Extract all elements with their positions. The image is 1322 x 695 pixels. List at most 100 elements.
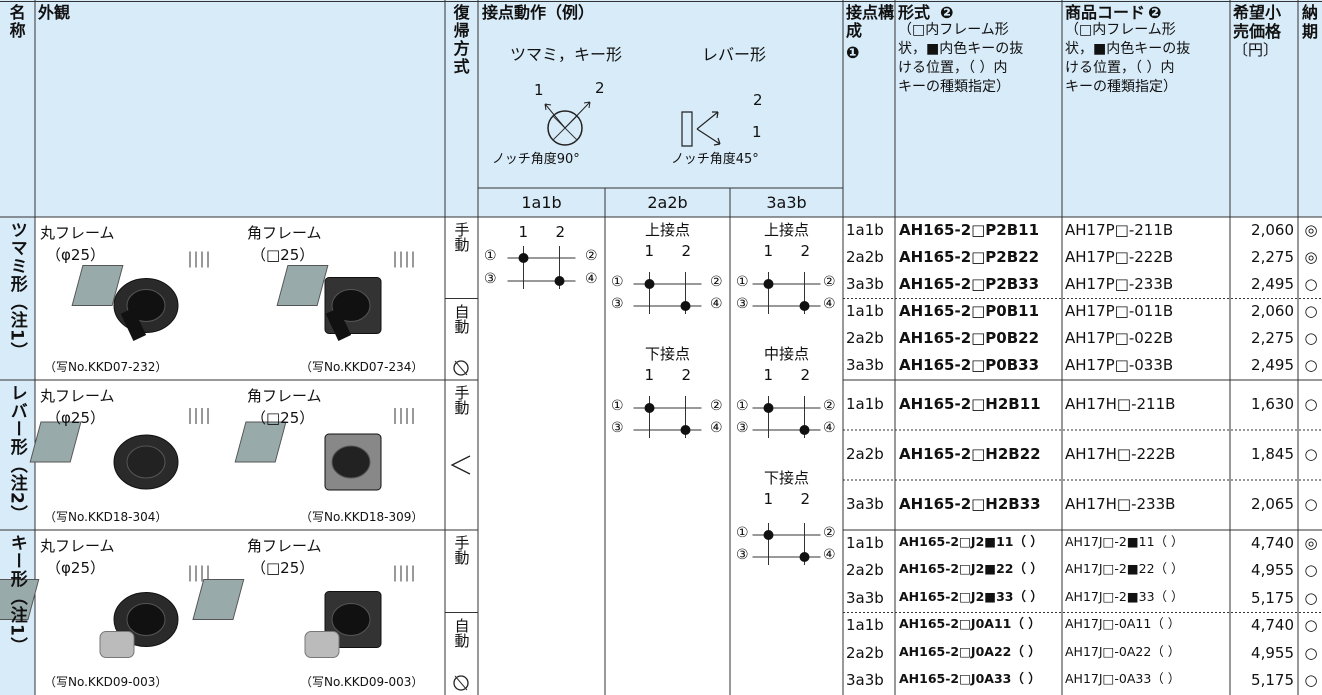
code-note: キーの種類指定）: [1065, 79, 1177, 95]
frame-label: 角フレーム: [247, 224, 322, 242]
contact-config: 2a2b: [846, 445, 884, 463]
contact-dot: [763, 403, 774, 413]
product-code: AH17J□-0A11（ ）: [1065, 616, 1181, 632]
model: AH165-2□H2B11: [899, 395, 1041, 413]
contact-dot: [644, 403, 655, 413]
delivery: ○: [1304, 395, 1318, 413]
return-label: 自動: [452, 617, 471, 648]
pole-label: 2: [681, 242, 692, 260]
price: 4,740: [1251, 616, 1294, 635]
model-note: ける位置，（ ）内: [898, 60, 1008, 76]
switch-face: [126, 445, 166, 479]
header-delivery: 期: [1302, 22, 1319, 41]
model: AH165-2□J0A22（ ）: [899, 643, 1041, 659]
auto-return-icon: [453, 675, 469, 691]
model-note: キーの種類指定）: [898, 79, 1010, 95]
terminal: ②: [585, 248, 598, 264]
contact-dot: [680, 301, 691, 311]
return-label: 自動: [452, 303, 471, 334]
code-note: 状，■内色キーの抜: [1065, 41, 1191, 57]
delivery: ○: [1304, 616, 1318, 635]
contact-dot: [799, 425, 810, 435]
price: 4,955: [1251, 643, 1294, 662]
contact-title: 中接点: [763, 345, 809, 363]
frame-size: （φ25）: [46, 246, 105, 264]
model: AH165-2□P2B11: [899, 220, 1040, 239]
contact-title: 上接点: [763, 221, 809, 239]
product-name: ツマミ形（注1）: [6, 221, 27, 360]
header-price: 売価格: [1233, 22, 1282, 41]
header-appearance: 外観: [38, 3, 71, 22]
photo-caption: （写No.KKD09-003）: [300, 675, 424, 689]
contact-config: 2a2b: [846, 561, 884, 580]
price: 4,740: [1251, 533, 1294, 552]
model: AH165-2□P2B22: [899, 247, 1040, 266]
switch-body: [192, 579, 245, 620]
terminal: ③: [736, 296, 749, 312]
delivery: ○: [1304, 356, 1318, 375]
product-code: AH17J□-0A33（ ）: [1065, 671, 1181, 687]
terminal: ③: [611, 420, 624, 436]
model: AH165-2□P0B11: [899, 302, 1040, 321]
contact-title: 上接点: [644, 221, 690, 239]
photo-caption: （写No.KKD09-003）: [44, 675, 168, 689]
delivery: ○: [1304, 445, 1318, 463]
product-code: AH17P□-222B: [1065, 247, 1174, 266]
ref-badge: ❷: [940, 3, 954, 22]
model: AH165-2□P0B33: [899, 356, 1040, 375]
delivery: ◎: [1304, 220, 1318, 239]
delivery: ○: [1304, 671, 1318, 690]
switch-body: [0, 579, 40, 620]
contact-dot: [518, 253, 529, 263]
delivery: ◎: [1304, 247, 1318, 266]
product-code: AH17H□-211B: [1065, 395, 1176, 413]
header-price: 〔円〕: [1233, 41, 1279, 59]
delivery: ○: [1304, 495, 1318, 513]
header-config: 接点構成: [846, 3, 895, 40]
contact-dot: [644, 279, 655, 289]
action-column-label: 3a3b: [766, 193, 807, 212]
header-return: 復帰方式: [450, 4, 470, 76]
photo-caption: （写No.KKD18-304）: [44, 510, 168, 524]
contact-config: 1a1b: [846, 220, 884, 239]
product-name: キー形（注1）: [6, 534, 27, 655]
model: AH165-2□H2B33: [899, 495, 1041, 513]
contact-config: 2a2b: [846, 329, 884, 348]
frame-size: （□25）: [251, 409, 315, 427]
contact-config: 2a2b: [846, 643, 884, 662]
contact-dot: [554, 276, 565, 286]
ref-badge: ❷: [1148, 3, 1162, 22]
frame-label: 丸フレーム: [40, 224, 115, 242]
product-code: AH17P□-233B: [1065, 274, 1174, 293]
rule: [454, 360, 468, 376]
model: AH165-2□H2B22: [899, 445, 1041, 463]
pole-label: 1: [518, 223, 529, 241]
terminal: ④: [823, 547, 836, 563]
header-name: 名称: [6, 4, 26, 40]
model-note: （□内フレーム形: [898, 22, 1009, 38]
photo-caption: （写No.KKD07-232）: [44, 360, 168, 374]
switch-face: [126, 289, 166, 322]
product-name: レバー形（注2）: [6, 384, 27, 523]
price: 2,495: [1251, 274, 1294, 293]
model: AH165-2□P0B22: [899, 329, 1040, 348]
contact-dot: [799, 552, 810, 562]
delivery: ○: [1304, 274, 1318, 293]
product-code: AH17J□-2■11（ ）: [1065, 533, 1184, 549]
contact-dot: [680, 425, 691, 435]
key: [304, 631, 340, 658]
knob-lever: [120, 307, 147, 341]
terminal: ①: [736, 398, 749, 414]
contact-config: 3a3b: [846, 356, 884, 375]
contact-title: 下接点: [644, 345, 690, 363]
model: AH165-2□J2■11（ ）: [899, 533, 1043, 549]
knob-key-type: ツマミ，キー形: [510, 45, 623, 64]
model: AH165-2□J0A11（ ）: [899, 616, 1041, 632]
model-note: 状，■内色キーの抜: [898, 41, 1024, 57]
position-label: 2: [753, 91, 763, 109]
arrow: [544, 101, 591, 129]
header-code: 商品コード: [1065, 3, 1146, 22]
product-code: AH17J□-2■22（ ）: [1065, 561, 1184, 577]
terminal: ②: [710, 398, 723, 414]
contact-config: 2a2b: [846, 247, 884, 266]
